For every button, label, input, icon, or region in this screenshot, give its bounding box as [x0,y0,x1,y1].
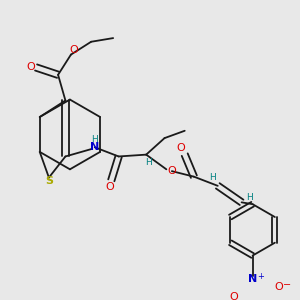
Text: H: H [209,173,216,182]
Text: H: H [92,135,98,144]
Text: O: O [105,182,114,192]
Text: O: O [167,166,176,176]
Text: H: H [247,193,253,202]
Text: N: N [248,274,257,284]
Text: +: + [257,272,264,281]
Text: O: O [229,292,238,300]
Text: O: O [177,143,185,153]
Text: N: N [90,142,99,152]
Text: O: O [274,282,283,292]
Text: O: O [26,62,35,73]
Text: −: − [283,280,291,290]
Text: S: S [45,176,53,186]
Text: O: O [69,45,78,55]
Text: H: H [145,158,152,167]
